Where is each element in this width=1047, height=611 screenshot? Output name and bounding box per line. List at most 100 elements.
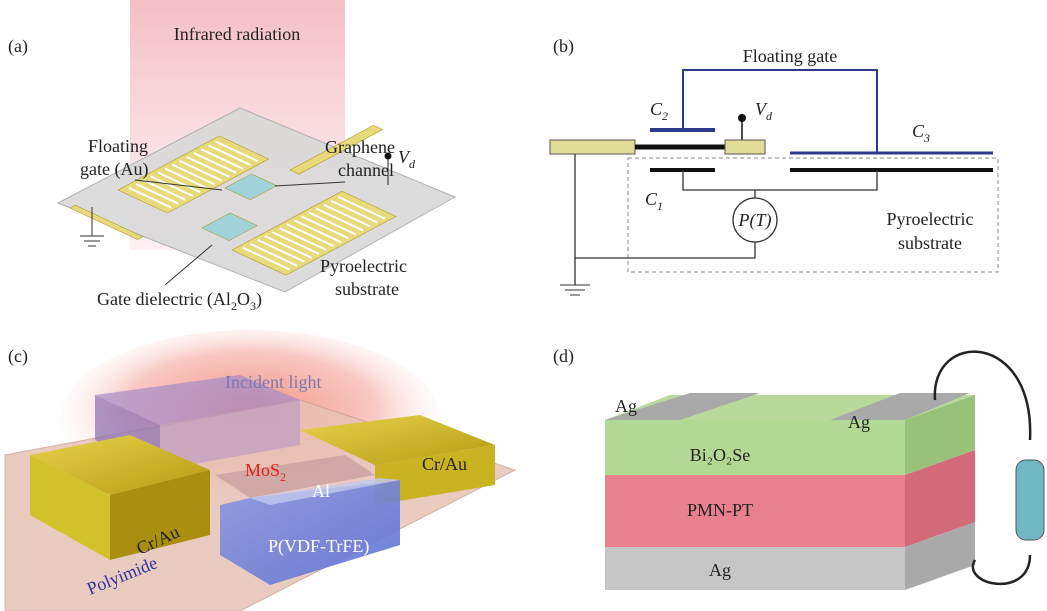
electrode-gap bbox=[142, 179, 187, 201]
panel-tag: (d) bbox=[553, 346, 574, 367]
wires bbox=[574, 154, 878, 285]
electrode-gap bbox=[271, 231, 320, 255]
substrate-label: Pyroelectric bbox=[887, 209, 974, 229]
electrode-gap bbox=[301, 215, 349, 240]
source-pad bbox=[549, 139, 636, 155]
panel-c: (c) MoS2 Incident light Cr/Au Cr/Au Al P… bbox=[4, 330, 517, 611]
electrode-gap bbox=[171, 163, 215, 186]
vd-label: Vd bbox=[398, 147, 416, 171]
text-part: 2 bbox=[662, 109, 668, 123]
panel-a-labels: Floating gate (Au) Graphene channel Vd G… bbox=[80, 136, 416, 313]
electrode-gap bbox=[207, 144, 252, 166]
vd-label: Vd bbox=[755, 99, 773, 123]
box-front bbox=[160, 400, 300, 470]
electrode-gap bbox=[157, 171, 201, 194]
right-contact-side bbox=[375, 445, 495, 505]
panel-d: (d) Ag Ag Bi₂O₂Se PMN-PT Ag bbox=[553, 346, 1045, 590]
text-part: C bbox=[645, 189, 658, 209]
electrode-gap bbox=[242, 246, 291, 271]
c1-label: C1 bbox=[645, 189, 663, 213]
text-part: V bbox=[755, 99, 768, 119]
right-contact-top bbox=[300, 415, 495, 465]
left-contact-side bbox=[110, 470, 210, 560]
floating-gate-wire bbox=[682, 69, 878, 153]
lead bbox=[289, 125, 384, 175]
substrate bbox=[56, 107, 457, 293]
mos2-label: MoS2 bbox=[245, 460, 286, 484]
floating-gate-label: Floating bbox=[88, 136, 148, 156]
left-contact-front bbox=[30, 455, 110, 560]
electrode-gap bbox=[128, 186, 172, 209]
text-part: 3 bbox=[923, 131, 930, 145]
layer-label: Bi₂O₂Se bbox=[690, 445, 751, 465]
ground bbox=[560, 284, 590, 296]
side-gray bbox=[905, 522, 975, 590]
vd-dot bbox=[384, 152, 392, 160]
panel-a: (a) Infrared radiation bbox=[8, 0, 457, 293]
ag-label: Ag bbox=[848, 412, 870, 432]
ground bbox=[80, 207, 104, 247]
electrode-gap bbox=[249, 242, 298, 267]
electrode-gap bbox=[257, 239, 305, 263]
text-part: Gate dielectric (Al bbox=[97, 289, 231, 310]
c3-label: C3 bbox=[912, 121, 930, 145]
text-part: 1 bbox=[657, 199, 663, 213]
ag-bottom bbox=[605, 547, 905, 590]
c2-label: C2 bbox=[650, 99, 668, 123]
panel-tag: (a) bbox=[8, 36, 28, 57]
substrate-label: Pyroelectric bbox=[320, 256, 407, 276]
text-part: C bbox=[650, 99, 663, 119]
left-contact-top bbox=[30, 435, 210, 495]
panel-tag: (b) bbox=[553, 36, 574, 57]
electrode-gap bbox=[330, 199, 379, 224]
electrode-gap bbox=[179, 159, 223, 182]
electrode-gap bbox=[337, 195, 386, 220]
electrode-gap bbox=[315, 207, 364, 232]
leader bbox=[134, 179, 223, 191]
side-red bbox=[905, 450, 975, 547]
electrode-gap bbox=[135, 183, 179, 205]
electrode-gap bbox=[150, 175, 194, 197]
gate-label: Al bbox=[312, 481, 330, 501]
pyro-source bbox=[732, 197, 778, 243]
meter bbox=[1015, 459, 1045, 541]
floating-gate-label: Floating gate bbox=[743, 46, 837, 66]
mos2-channel bbox=[215, 455, 375, 498]
floating-gate-label: gate (Au) bbox=[80, 159, 148, 180]
dielectric-label: P(VDF-TrFE) bbox=[268, 536, 369, 557]
bi2o2se-layer bbox=[605, 420, 905, 475]
pmnpt-layer bbox=[605, 475, 905, 547]
vd-dot bbox=[738, 114, 746, 122]
electrode-gap bbox=[215, 140, 259, 163]
graphene-label: Graphene bbox=[325, 137, 395, 157]
top-gate-box bbox=[95, 375, 300, 425]
leader bbox=[274, 181, 346, 187]
panel-tag: (c) bbox=[8, 346, 28, 367]
drain-pad bbox=[724, 139, 766, 155]
contact-label: Cr/Au bbox=[422, 454, 467, 474]
electrode-gap bbox=[308, 211, 357, 236]
electrode-gap bbox=[279, 227, 327, 251]
vd-main: V bbox=[398, 147, 411, 167]
source-label: P(T) bbox=[738, 210, 772, 231]
dielectric bbox=[201, 212, 258, 241]
leader bbox=[164, 244, 213, 286]
dielectric-box bbox=[220, 480, 400, 585]
electrode-gap bbox=[186, 156, 230, 178]
electrode-gap bbox=[200, 148, 244, 170]
substrate-label: substrate bbox=[898, 233, 962, 253]
vd-sub: d bbox=[409, 157, 416, 171]
ag-label: Ag bbox=[709, 560, 731, 580]
text-part: MoS bbox=[245, 460, 280, 480]
lead bbox=[69, 204, 144, 240]
light-label: Incident light bbox=[225, 372, 321, 392]
electrode-gap bbox=[286, 223, 335, 248]
text-part: 3 bbox=[250, 299, 256, 313]
text-part: d bbox=[766, 109, 773, 123]
text-part: O bbox=[237, 289, 250, 309]
panel-b: (b) Floating gate C2 Vd C3 C1 P(T) Pyroe… bbox=[549, 36, 999, 296]
text-part: 2 bbox=[231, 299, 237, 313]
electrode-gap bbox=[293, 219, 342, 244]
ag-label: Ag bbox=[615, 396, 637, 416]
electrode-gap bbox=[323, 203, 371, 228]
